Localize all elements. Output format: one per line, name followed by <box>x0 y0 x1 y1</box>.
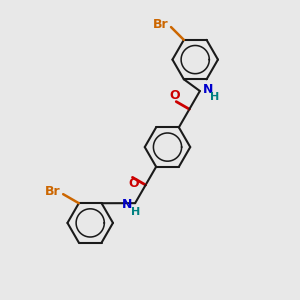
Text: N: N <box>122 198 132 211</box>
Text: Br: Br <box>153 18 169 31</box>
Text: N: N <box>203 83 213 96</box>
Text: O: O <box>129 177 139 190</box>
Text: H: H <box>210 92 220 102</box>
Text: O: O <box>169 89 180 102</box>
Text: Br: Br <box>45 185 61 198</box>
Text: H: H <box>131 207 140 217</box>
